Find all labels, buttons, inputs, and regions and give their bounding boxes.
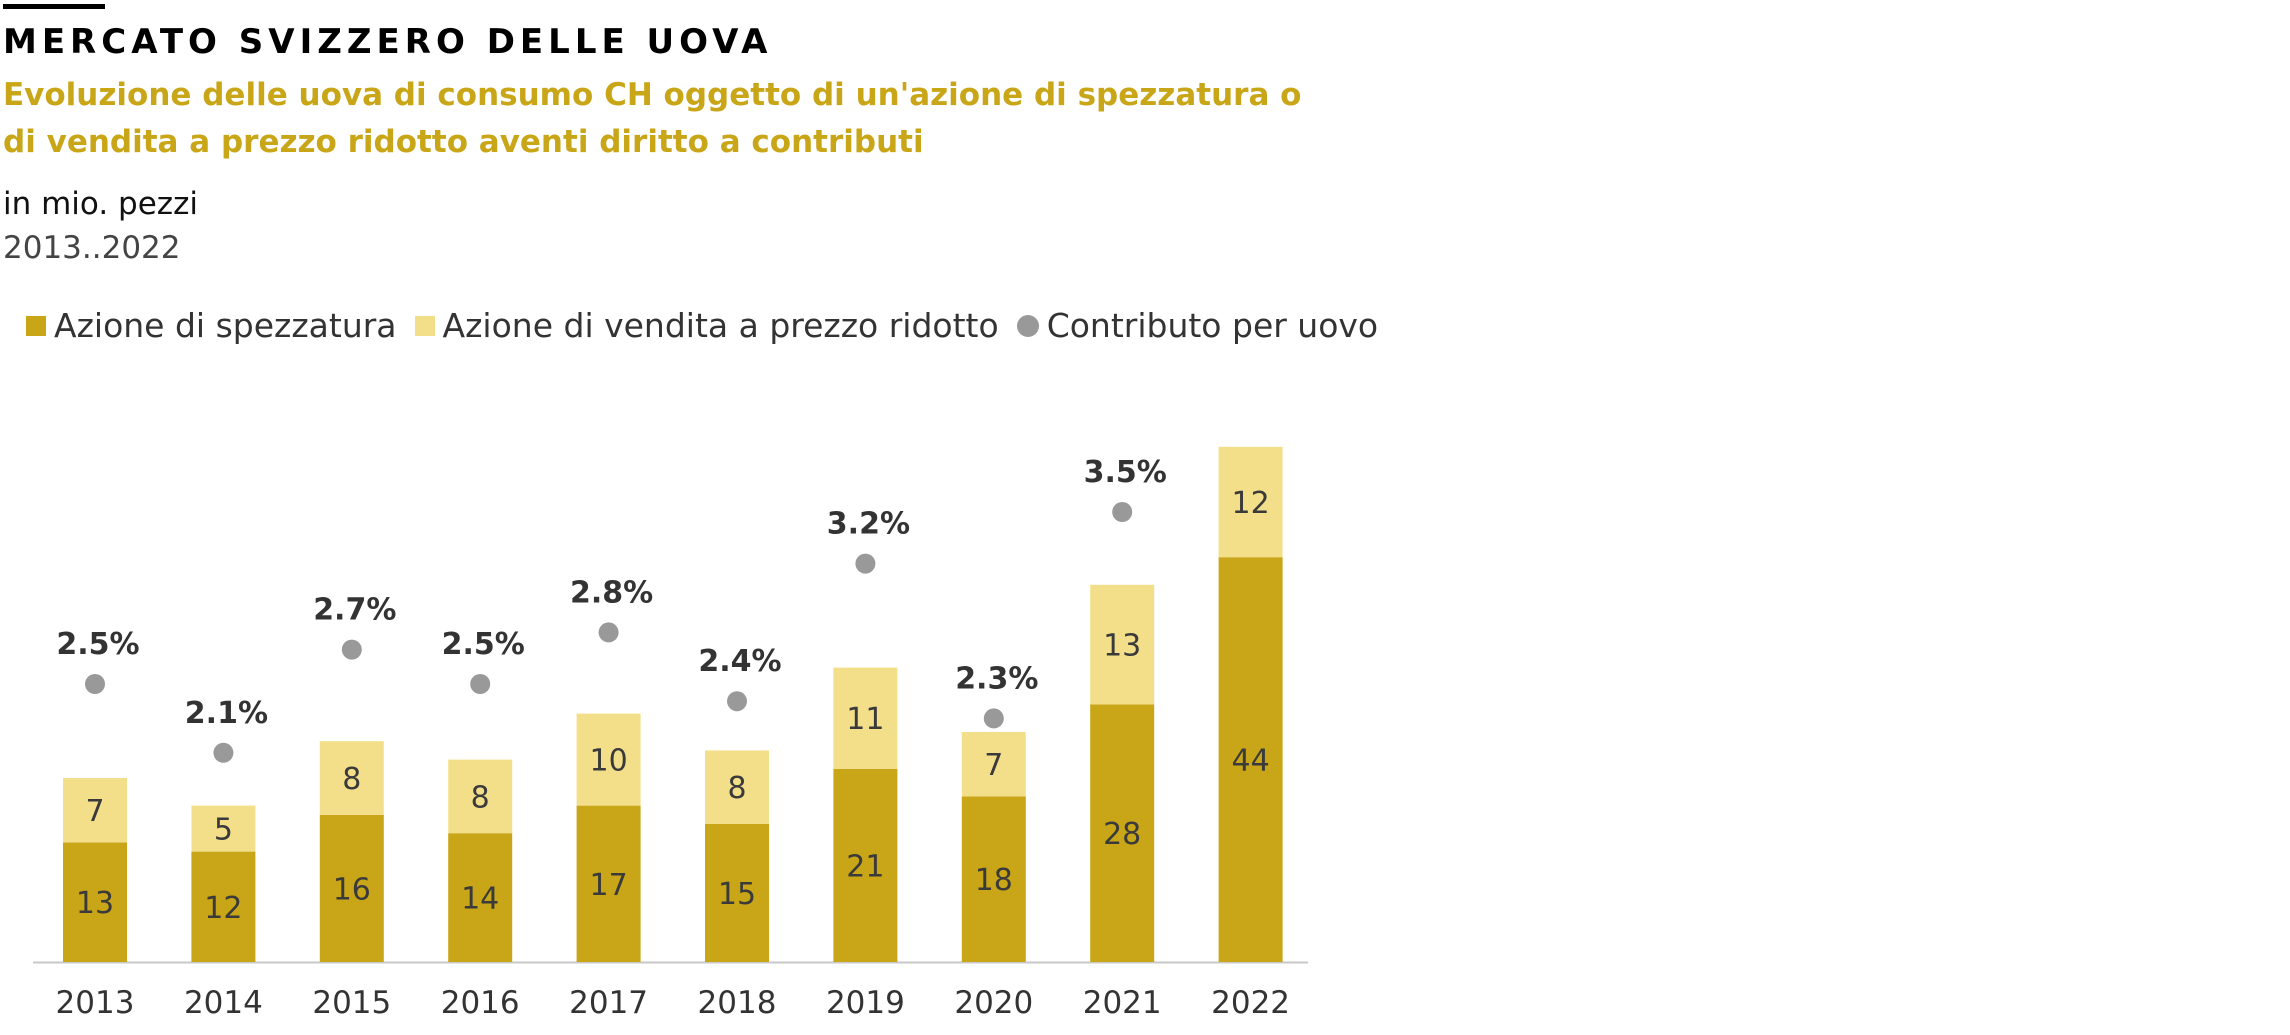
bar-spezzatura [576,805,641,962]
chart-kicker: MERCATO SVIZZERO DELLE UOVA [3,22,773,62]
header-rule [3,4,105,9]
dot-contributo [855,553,876,574]
bar-vendita [1090,584,1155,705]
legend-swatch-vendita [414,315,435,336]
data-label-contributo: 2.4% [698,644,781,679]
bar-vendita [191,805,256,852]
legend-item-vendita: Azione di vendita a prezzo ridotto [414,306,999,345]
x-tick-label: 2013 [56,985,135,1021]
data-label-contributo: 2.5% [442,627,525,662]
data-label-spezzatura: 18 [975,863,1013,898]
dot-contributo [341,639,362,660]
dot-contributo [1112,502,1133,522]
data-label-spezzatura: 44 [1232,744,1270,779]
chart-title: Evoluzione delle uova di consumo CH ogge… [3,77,1302,160]
data-label-spezzatura: 16 [333,872,371,907]
bar-vendita [576,713,641,806]
x-tick-label: 2014 [184,985,263,1021]
stacked-bar-chart: 13 7 2.5% 2013 12 5 2.1% 2014 16 8 2.7% 2015 14 8 2.5%… [33,446,1308,1021]
data-label-vendita: 12 [1232,486,1270,521]
bar-spezzatura [448,833,513,962]
dot-contributo [213,742,234,763]
legend-marker-contributo [1016,314,1039,337]
x-tick-label: 2015 [312,985,391,1021]
bar-vendita [833,667,898,769]
data-label-spezzatura: 28 [1103,817,1141,852]
data-label-vendita: 7 [984,748,1003,783]
bar-spezzatura [319,814,384,962]
bar-vendita [705,750,769,824]
data-label-contributo: 2.3% [955,661,1038,696]
dot-contributo [470,674,491,694]
data-label-spezzatura: 14 [461,882,499,917]
x-tick-label: 2021 [1083,985,1162,1021]
x-tick-label: 2019 [826,985,905,1021]
legend-item-spezzatura: Azione di spezzatura [26,306,397,345]
data-label-vendita: 8 [471,780,490,815]
data-label-contributo: 3.2% [827,507,910,542]
data-label-spezzatura: 21 [846,849,884,884]
chart-unit: in mio. pezzi [3,186,198,222]
legend-label-vendita: Azione di vendita a prezzo ridotto [442,306,999,345]
x-tick-label: 2017 [569,985,648,1021]
data-label-vendita: 10 [590,744,628,779]
legend-item-contributo: Contributo per uovo [1016,306,1379,345]
data-label-spezzatura: 15 [718,877,756,912]
x-tick-label: 2020 [954,985,1033,1021]
data-label-contributo: 2.7% [313,593,396,628]
bar-vendita [63,778,127,843]
bar-spezzatura [63,842,127,962]
bar-spezzatura [833,768,898,962]
chart-legend: Azione di spezzatura Azione di vendita a… [26,306,1396,345]
data-label-contributo: 2.1% [185,696,268,731]
data-label-spezzatura: 17 [590,868,628,903]
bar-spezzatura [1090,704,1155,962]
x-tick-label: 2016 [441,985,520,1021]
bar-spezzatura [705,824,769,962]
data-label-contributo: 3.5% [1084,455,1167,490]
data-label-vendita: 11 [846,702,884,737]
data-label-spezzatura: 12 [204,891,242,926]
legend-swatch-spezzatura [26,315,46,336]
data-label-vendita: 7 [85,794,104,829]
chart-range: 2013..2022 [3,230,181,266]
data-label-contributo: 2.8% [570,575,653,610]
bar-vendita [319,741,384,815]
data-label-vendita: 13 [1103,629,1141,664]
dot-contributo [85,674,105,694]
data-label-spezzatura: 13 [76,886,114,921]
legend-label-spezzatura: Azione di spezzatura [54,306,397,345]
data-label-vendita: 8 [727,771,746,806]
bar-spezzatura [1218,557,1283,962]
legend-label-contributo: Contributo per uovo [1046,306,1379,345]
x-tick-label: 2022 [1211,985,1290,1021]
bar-vendita [448,759,513,834]
bar-spezzatura [191,851,256,962]
bar-vendita [1218,446,1283,558]
bar-vendita [961,732,1026,797]
data-label-contributo: 2.5% [56,627,139,662]
dot-contributo [598,622,619,643]
x-tick-label: 2018 [698,985,777,1021]
bar-spezzatura [961,796,1026,962]
data-label-vendita: 5 [214,813,233,848]
data-label-vendita: 8 [342,762,361,797]
dot-contributo [983,708,1004,729]
dot-contributo [727,691,747,712]
